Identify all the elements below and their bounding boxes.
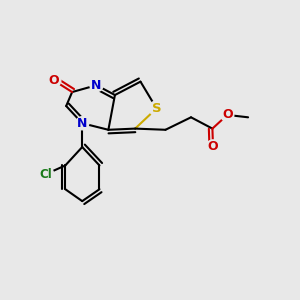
Text: Cl: Cl bbox=[39, 168, 52, 181]
Circle shape bbox=[90, 79, 103, 92]
Text: O: O bbox=[222, 108, 232, 122]
Circle shape bbox=[46, 73, 61, 88]
Circle shape bbox=[221, 108, 234, 122]
Circle shape bbox=[149, 101, 164, 116]
Text: N: N bbox=[77, 117, 87, 130]
Circle shape bbox=[206, 140, 220, 153]
Circle shape bbox=[76, 117, 89, 130]
Circle shape bbox=[37, 166, 54, 183]
Text: O: O bbox=[208, 140, 218, 153]
Text: O: O bbox=[48, 74, 59, 87]
Text: S: S bbox=[152, 102, 161, 115]
Text: N: N bbox=[91, 79, 102, 92]
